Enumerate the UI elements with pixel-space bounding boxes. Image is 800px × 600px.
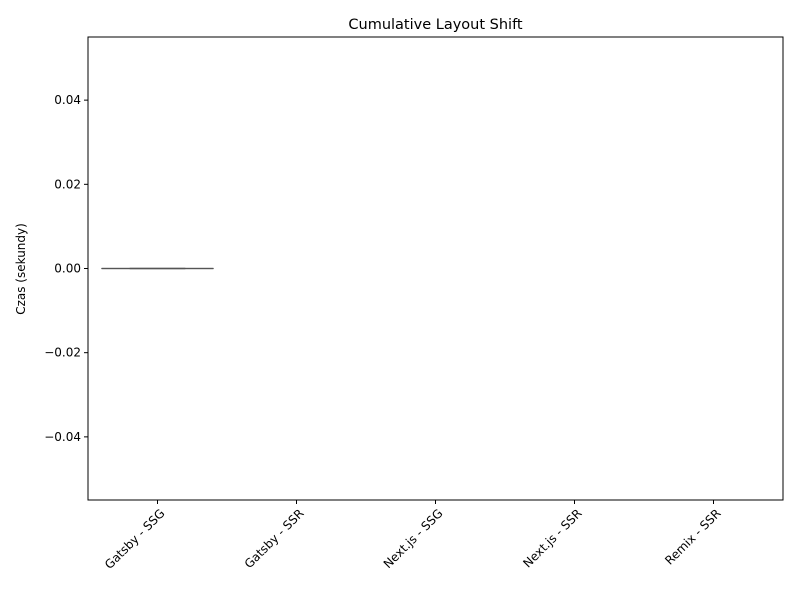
x-tick-label: Gatsby - SSG	[102, 506, 168, 572]
y-tick-label: −0.02	[44, 346, 81, 360]
y-tick-label: 0.00	[54, 262, 81, 276]
x-tick-label: Next.js - SSR	[520, 506, 584, 570]
x-tick-label: Gatsby - SSR	[242, 506, 307, 571]
x-tick-label: Next.js - SSG	[381, 506, 446, 571]
y-tick-label: 0.02	[54, 177, 81, 191]
y-tick-label: −0.04	[44, 430, 81, 444]
y-axis-label: Czas (sekundy)	[14, 223, 28, 315]
chart-title: Cumulative Layout Shift	[348, 17, 523, 33]
y-tick-label: 0.04	[54, 93, 81, 107]
x-tick-label: Remix - SSR	[662, 506, 723, 567]
